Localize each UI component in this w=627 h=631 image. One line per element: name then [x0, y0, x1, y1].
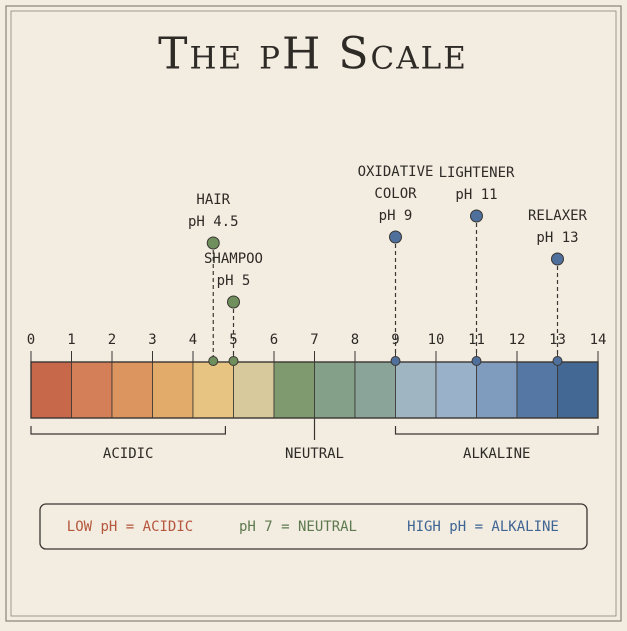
scale-segment	[30, 361, 72, 419]
tick-label: 1	[67, 332, 75, 348]
tick-label: 3	[148, 332, 156, 348]
legend-box	[39, 503, 588, 550]
tick-label: 11	[468, 332, 485, 348]
tick-label: 6	[270, 332, 278, 348]
marker-dot	[206, 236, 220, 250]
tick-label: 14	[590, 332, 607, 348]
tick-label: 4	[189, 332, 197, 348]
tick-label: 10	[428, 332, 445, 348]
scale-segment	[314, 361, 356, 419]
marker-name: RELAXER	[528, 208, 588, 224]
marker-dot	[470, 209, 483, 223]
marker-label: pH 5	[217, 273, 251, 289]
scale-segment	[111, 361, 153, 419]
tick-label: 0	[27, 332, 35, 348]
marker-base	[228, 356, 239, 366]
scale-segment	[476, 361, 518, 419]
legend-text: LOW pH = ACIDIC	[67, 519, 193, 535]
marker-dot	[551, 252, 564, 266]
marker-base	[208, 356, 219, 366]
scale-segment	[354, 361, 396, 419]
legend-text: pH 7 = NEUTRAL	[239, 519, 357, 535]
scale-segment	[435, 361, 477, 419]
marker-base	[471, 356, 482, 366]
tick-label: 2	[108, 332, 116, 348]
marker-base	[390, 356, 401, 366]
marker-label: pH 4.5	[188, 214, 239, 230]
frame	[10, 10, 617, 617]
scale-segment	[71, 361, 113, 419]
region-bracket	[30, 426, 226, 435]
marker-label: pH 9	[379, 208, 413, 224]
scale-segment	[192, 361, 234, 419]
region-label: ALKALINE	[463, 446, 530, 462]
scale-segment	[152, 361, 194, 419]
marker-name: COLOR	[374, 186, 417, 202]
scale-segment	[273, 361, 315, 419]
region-label: NEUTRAL	[285, 446, 344, 462]
marker-dot	[227, 295, 240, 309]
frame	[5, 5, 622, 622]
marker-dot	[389, 230, 402, 244]
scale-segment	[395, 361, 437, 419]
tick-label: 7	[310, 332, 318, 348]
marker-name: LIGHTENER	[439, 165, 515, 181]
marker-label: pH 13	[536, 230, 578, 246]
scale-segment	[233, 361, 275, 419]
marker-base	[552, 356, 563, 366]
scale-segment	[516, 361, 558, 419]
legend-text: HIGH pH = ALKALINE	[407, 519, 559, 535]
marker-name: HAIR	[196, 192, 230, 208]
tick-label: 12	[509, 332, 526, 348]
marker-name: OXIDATIVE	[358, 164, 434, 180]
tick-label: 8	[351, 332, 359, 348]
marker-name: SHAMPOO	[204, 251, 263, 267]
scale-segment	[557, 361, 599, 419]
region-label: ACIDIC	[103, 446, 154, 462]
title: The pH Scale	[158, 29, 468, 80]
marker-label: pH 11	[455, 187, 497, 203]
region-bracket	[394, 426, 599, 435]
tick-label: 9	[391, 332, 399, 348]
